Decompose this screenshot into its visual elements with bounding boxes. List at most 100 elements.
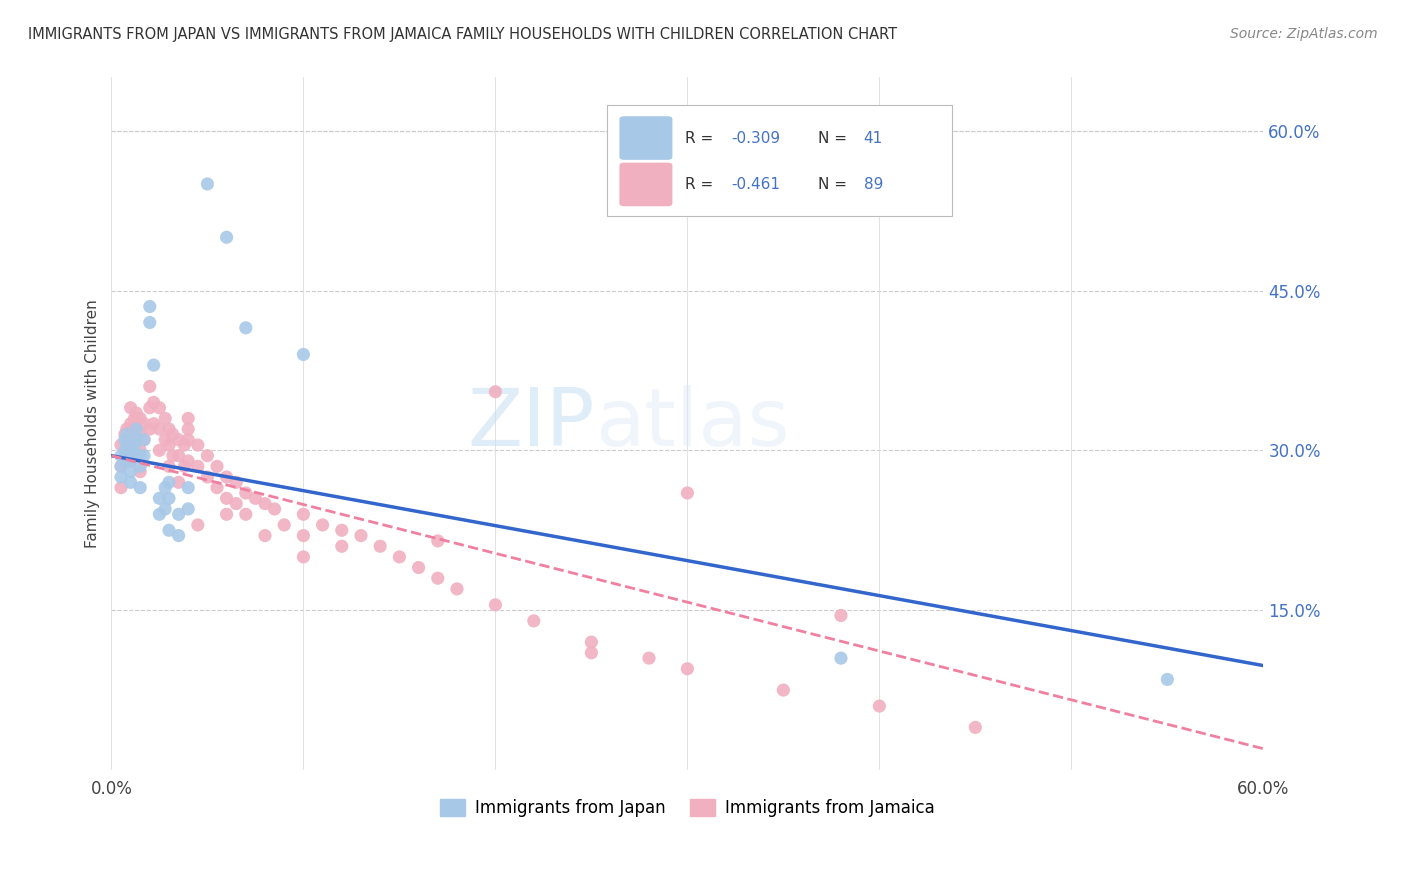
Point	[868, 699, 890, 714]
Point	[197, 177, 219, 191]
Point	[139, 379, 162, 393]
Point	[132, 433, 155, 447]
Point	[225, 497, 247, 511]
Point	[120, 443, 142, 458]
Point	[484, 384, 506, 399]
Point	[177, 481, 200, 495]
Point	[167, 528, 190, 542]
Point	[110, 449, 132, 463]
Point	[148, 508, 170, 522]
Point	[110, 438, 132, 452]
Point	[446, 582, 468, 596]
Point	[115, 427, 138, 442]
Point	[187, 459, 209, 474]
Point	[205, 459, 228, 474]
Point	[292, 508, 315, 522]
Point	[153, 433, 176, 447]
Point	[177, 502, 200, 516]
Point	[215, 491, 238, 506]
Point	[142, 417, 165, 431]
FancyBboxPatch shape	[620, 162, 672, 206]
Legend: Immigrants from Japan, Immigrants from Jamaica: Immigrants from Japan, Immigrants from J…	[433, 792, 942, 824]
Point	[129, 459, 152, 474]
Point	[830, 651, 852, 665]
Point	[124, 449, 146, 463]
Point	[114, 443, 136, 458]
Text: 89: 89	[863, 177, 883, 192]
Point	[148, 491, 170, 506]
Point	[350, 528, 373, 542]
Point	[292, 549, 315, 564]
Point	[132, 417, 155, 431]
Point	[110, 470, 132, 484]
Point	[225, 475, 247, 490]
Point	[120, 433, 142, 447]
Point	[157, 491, 180, 506]
Point	[177, 433, 200, 447]
Point	[153, 502, 176, 516]
Point	[114, 433, 136, 447]
Point	[120, 465, 142, 479]
Point	[173, 438, 195, 452]
Text: -0.309: -0.309	[731, 130, 780, 145]
Point	[120, 475, 142, 490]
Point	[129, 427, 152, 442]
Point	[965, 720, 987, 734]
Point	[157, 422, 180, 436]
Point	[676, 486, 699, 500]
Point	[772, 683, 794, 698]
Point	[124, 427, 146, 442]
Point	[110, 481, 132, 495]
Point	[253, 528, 276, 542]
Point	[124, 411, 146, 425]
Point	[148, 443, 170, 458]
Point	[142, 395, 165, 409]
Y-axis label: Family Households with Children: Family Households with Children	[86, 300, 100, 548]
Point	[167, 475, 190, 490]
Point	[215, 470, 238, 484]
Point	[148, 422, 170, 436]
Point	[129, 449, 152, 463]
Text: N =: N =	[817, 130, 852, 145]
Point	[245, 491, 267, 506]
Point	[177, 422, 200, 436]
Point	[197, 470, 219, 484]
Text: -0.461: -0.461	[731, 177, 780, 192]
Point	[581, 635, 603, 649]
Point	[125, 406, 148, 420]
Point	[115, 438, 138, 452]
Point	[153, 411, 176, 425]
Point	[110, 459, 132, 474]
Point	[139, 401, 162, 415]
Point	[177, 454, 200, 468]
Text: atlas: atlas	[595, 384, 790, 463]
Point	[581, 646, 603, 660]
Point	[523, 614, 546, 628]
Point	[132, 449, 155, 463]
Point	[215, 508, 238, 522]
Point	[120, 401, 142, 415]
Point	[115, 454, 138, 468]
Point	[114, 454, 136, 468]
Point	[177, 411, 200, 425]
Point	[157, 438, 180, 452]
Point	[124, 438, 146, 452]
Point	[129, 465, 152, 479]
Point	[129, 411, 152, 425]
Point	[114, 427, 136, 442]
Point	[157, 475, 180, 490]
Point	[167, 433, 190, 447]
Point	[235, 321, 257, 335]
Point	[426, 533, 449, 548]
Point	[1156, 673, 1178, 687]
Text: R =: R =	[685, 130, 718, 145]
Point	[676, 662, 699, 676]
Point	[167, 449, 190, 463]
Point	[125, 433, 148, 447]
Point	[110, 459, 132, 474]
Point	[215, 230, 238, 244]
Point	[235, 508, 257, 522]
Point	[253, 497, 276, 511]
Point	[115, 422, 138, 436]
Point	[235, 486, 257, 500]
